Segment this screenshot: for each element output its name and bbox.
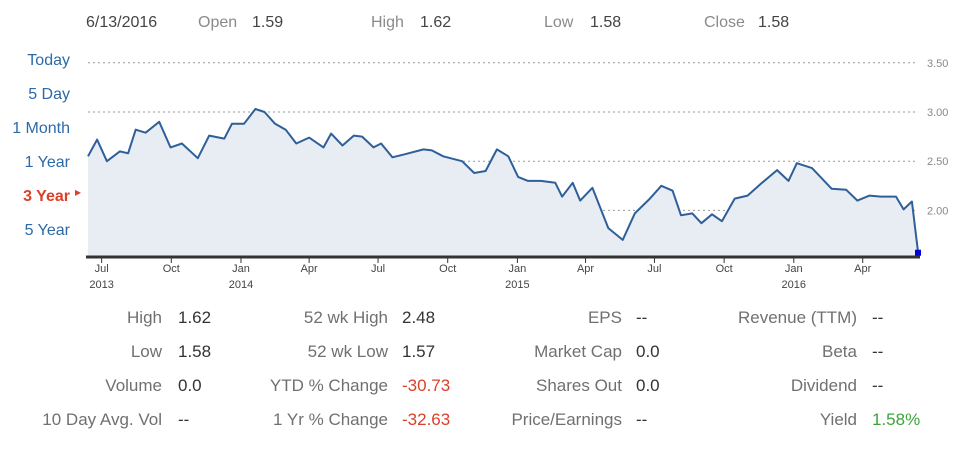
high-label: High — [127, 308, 162, 327]
x-tick-label: Jul — [647, 263, 661, 275]
revenue-ttm-value: -- — [872, 308, 884, 327]
x-tick-label: Jul — [371, 263, 385, 275]
price-earnings-label: Price/Earnings — [511, 410, 622, 429]
quote-date: 6/13/2016 — [86, 14, 158, 31]
close-value: 1.58 — [758, 14, 790, 31]
low-value: 1.58 — [590, 14, 622, 31]
10-day-avg-vol-value: -- — [178, 410, 190, 429]
52-wk-high-value: 2.48 — [402, 308, 436, 327]
52-wk-low-label: 52 wk Low — [307, 342, 388, 361]
high-label: High — [371, 14, 404, 31]
1-yr-change-value: -32.63 — [402, 410, 451, 429]
x-tick-label: Oct — [163, 263, 180, 275]
y-tick-label: 2.50 — [927, 156, 948, 168]
x-tick-label: Oct — [716, 263, 733, 275]
low-value: 1.58 — [178, 342, 212, 361]
x-tick-year-label: 2014 — [229, 279, 253, 291]
x-tick-label: Apr — [854, 263, 871, 275]
y-tick-label: 2.00 — [927, 205, 948, 217]
range-1-year[interactable]: 1 Year — [24, 154, 70, 171]
beta-value: -- — [872, 342, 884, 361]
x-tick-year-label: 2016 — [782, 279, 806, 291]
x-tick-label: Apr — [301, 263, 318, 275]
shares-out-label: Shares Out — [536, 376, 622, 395]
range-3-year[interactable]: 3 Year — [0, 185, 81, 206]
range-5-day[interactable]: 5 Day — [28, 86, 70, 103]
close-label: Close — [704, 14, 745, 31]
ytd-change-value: -30.73 — [402, 376, 451, 395]
open-label: Open — [198, 14, 238, 31]
52-wk-low-value: 1.57 — [402, 342, 436, 361]
market-cap-value: 0.0 — [636, 342, 660, 361]
eps-value: -- — [636, 308, 648, 327]
eps-label: EPS — [587, 308, 622, 327]
y-tick-label: 3.50 — [927, 58, 948, 70]
yield-value: 1.58% — [872, 410, 921, 429]
price-earnings-value: -- — [636, 410, 648, 429]
range-1-month[interactable]: 1 Month — [12, 120, 70, 137]
price-line — [87, 108, 919, 252]
52-wk-high-label: 52 wk High — [303, 308, 388, 327]
shares-out-value: 0.0 — [636, 376, 660, 395]
dividend-value: -- — [872, 376, 884, 395]
y-axis-ticks: 3.50 3.00 2.50 2.00 — [927, 58, 948, 218]
x-tick-label: Oct — [439, 263, 456, 275]
revenue-ttm-label: Revenue (TTM) — [737, 308, 857, 327]
x-axis-ticks: Jul 2013 Oct Jan 2014 Apr Jul Oct Jan 2015 Apr Jul O… — [89, 257, 872, 291]
1-yr-change-label: 1 Yr % Change — [273, 410, 388, 429]
10-day-avg-vol-label: 10 Day Avg. Vol — [42, 410, 162, 429]
low-label: Low — [130, 342, 162, 361]
low-label: Low — [544, 14, 574, 31]
x-tick-label: Jan — [509, 263, 527, 275]
volume-value: 0.0 — [178, 376, 202, 395]
range-today[interactable]: Today — [27, 52, 70, 69]
high-value: 1.62 — [420, 14, 452, 31]
price-chart: Jul 2013 Oct Jan 2014 Apr Jul Oct Jan 2015 Apr Jul O… — [86, 58, 948, 291]
quote-header: 6/13/2016 Open 1.59 High 1.62 Low 1.58 C… — [0, 14, 972, 36]
yield-label: Yield — [819, 410, 857, 429]
stats-panel: High 1.62 Low 1.58 Volume 0.0 10 Day Avg. Vol -… — [0, 308, 972, 458]
x-tick-year-label: 2015 — [505, 279, 529, 291]
range-5-year[interactable]: 5 Year — [24, 222, 70, 239]
high-value: 1.62 — [178, 308, 212, 327]
dividend-label: Dividend — [790, 376, 857, 395]
open-value: 1.59 — [252, 14, 284, 31]
x-tick-label: Jan — [232, 263, 250, 275]
last-price-marker — [915, 249, 921, 256]
volume-label: Volume — [105, 376, 162, 395]
y-tick-label: 3.00 — [927, 107, 948, 119]
x-tick-label: Jan — [785, 263, 803, 275]
ytd-change-label: YTD % Change — [269, 376, 388, 395]
x-tick-year-label: 2013 — [89, 279, 113, 291]
beta-label: Beta — [822, 342, 857, 361]
x-tick-label: Apr — [577, 263, 594, 275]
x-tick-label: Jul — [95, 263, 109, 275]
price-area — [88, 109, 918, 257]
market-cap-label: Market Cap — [534, 342, 622, 361]
